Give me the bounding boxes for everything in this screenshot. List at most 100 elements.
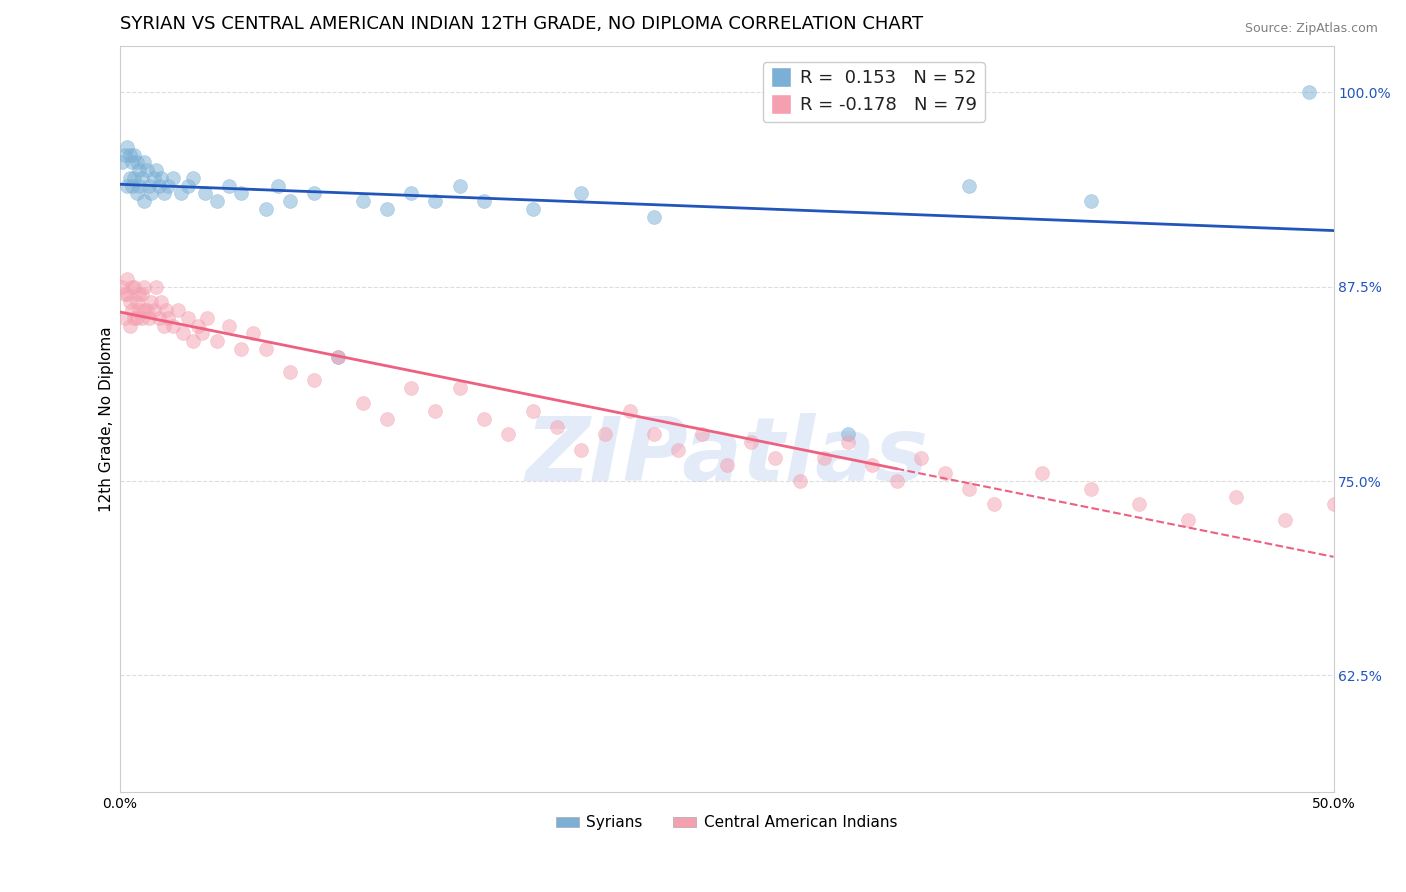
Point: [121, 303, 143, 318]
Point: [155, 303, 177, 318]
Point: [125, 295, 148, 310]
Point: [124, 279, 146, 293]
Point: [194, 186, 217, 201]
Point: [1080, 194, 1102, 208]
Point: [121, 279, 143, 293]
Point: [128, 303, 150, 318]
Point: [425, 194, 447, 208]
Point: [569, 186, 592, 201]
Point: [181, 170, 204, 185]
Point: [172, 326, 194, 341]
Point: [1225, 490, 1247, 504]
Point: [135, 163, 157, 178]
Point: [131, 287, 153, 301]
Point: [837, 427, 859, 442]
Point: [124, 170, 146, 185]
Point: [449, 381, 471, 395]
Point: [118, 147, 141, 161]
Text: SYRIAN VS CENTRAL AMERICAN INDIAN 12TH GRADE, NO DIPLOMA CORRELATION CHART: SYRIAN VS CENTRAL AMERICAN INDIAN 12TH G…: [120, 15, 924, 33]
Point: [134, 303, 156, 318]
Point: [1298, 85, 1320, 99]
Point: [1031, 467, 1053, 481]
Point: [135, 303, 157, 318]
Point: [399, 381, 422, 395]
Point: [692, 427, 714, 442]
Point: [157, 178, 180, 193]
Point: [302, 373, 325, 387]
Point: [118, 295, 141, 310]
Point: [115, 178, 138, 193]
Point: [254, 342, 277, 356]
Point: [763, 450, 786, 465]
Point: [141, 295, 163, 310]
Point: [399, 186, 422, 201]
Point: [128, 178, 150, 193]
Point: [375, 412, 398, 426]
Point: [666, 442, 689, 457]
Point: [522, 404, 544, 418]
Point: [111, 155, 134, 169]
Point: [134, 194, 156, 208]
Point: [205, 194, 228, 208]
Point: [169, 186, 191, 201]
Point: [449, 178, 471, 193]
Point: [218, 178, 240, 193]
Point: [145, 163, 167, 178]
Point: [150, 170, 173, 185]
Point: [148, 178, 170, 193]
Point: [181, 334, 204, 348]
Point: [118, 318, 141, 333]
Point: [124, 310, 146, 325]
Point: [302, 186, 325, 201]
Point: [860, 458, 883, 473]
Point: [886, 474, 908, 488]
Point: [231, 342, 253, 356]
Point: [134, 279, 156, 293]
Point: [115, 272, 138, 286]
Point: [278, 365, 301, 379]
Point: [1080, 482, 1102, 496]
Point: [254, 202, 277, 216]
Point: [162, 318, 184, 333]
Point: [167, 303, 190, 318]
Point: [472, 412, 495, 426]
Point: [957, 178, 980, 193]
Point: [643, 210, 665, 224]
Point: [148, 310, 170, 325]
Y-axis label: 12th Grade, No Diploma: 12th Grade, No Diploma: [100, 326, 114, 512]
Point: [131, 170, 153, 185]
Point: [352, 194, 374, 208]
Legend: Syrians, Central American Indians: Syrians, Central American Indians: [550, 809, 904, 837]
Point: [128, 287, 150, 301]
Point: [114, 287, 136, 301]
Point: [142, 303, 165, 318]
Point: [141, 186, 163, 201]
Point: [138, 310, 160, 325]
Point: [1322, 497, 1344, 511]
Point: [231, 186, 253, 201]
Point: [595, 427, 617, 442]
Point: [195, 310, 218, 325]
Point: [1177, 513, 1199, 527]
Point: [152, 186, 174, 201]
Point: [145, 279, 167, 293]
Point: [131, 310, 153, 325]
Point: [157, 310, 180, 325]
Point: [1128, 497, 1150, 511]
Point: [125, 155, 148, 169]
Point: [910, 450, 932, 465]
Point: [242, 326, 264, 341]
Point: [375, 202, 398, 216]
Text: ZIPatlas: ZIPatlas: [526, 413, 928, 500]
Point: [837, 435, 859, 450]
Point: [218, 318, 240, 333]
Point: [569, 442, 592, 457]
Point: [187, 318, 209, 333]
Point: [740, 435, 762, 450]
Point: [619, 404, 641, 418]
Point: [813, 450, 835, 465]
Point: [114, 310, 136, 325]
Text: Source: ZipAtlas.com: Source: ZipAtlas.com: [1244, 22, 1378, 36]
Point: [643, 427, 665, 442]
Point: [472, 194, 495, 208]
